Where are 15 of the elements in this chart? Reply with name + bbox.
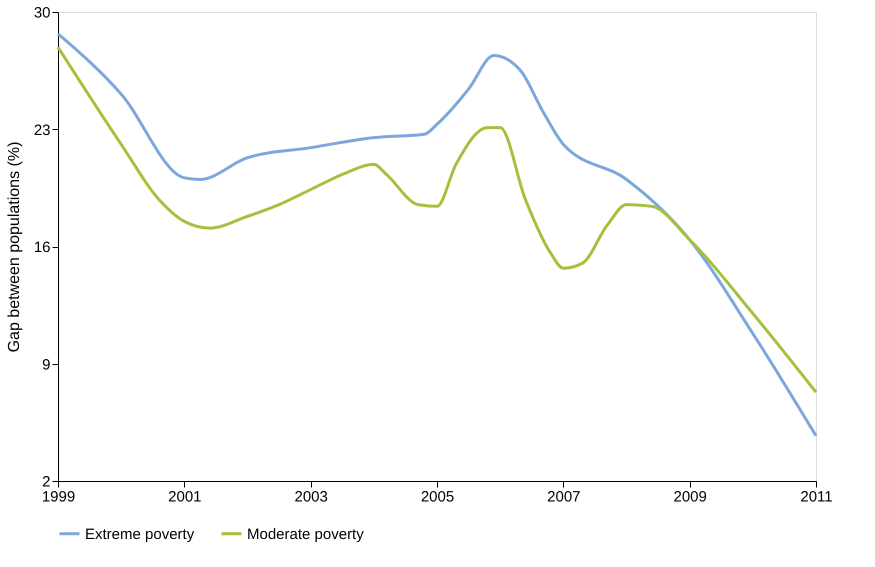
y-tick-label: 2 [42, 474, 50, 490]
x-tick-label: 2003 [294, 488, 328, 506]
x-tick-label: 2005 [420, 488, 454, 506]
x-tick-label: 2009 [673, 488, 707, 506]
y-axis-title: Gap between populations (%) [6, 142, 23, 352]
x-tick-label: 2011 [800, 488, 833, 506]
legend-label: Moderate poverty [247, 526, 364, 543]
y-tick-label: 9 [42, 356, 50, 374]
y-tick-label: 16 [34, 239, 50, 256]
legend-label: Extreme poverty [85, 526, 195, 543]
x-tick-label: 1999 [42, 488, 76, 506]
y-tick-label: 23 [34, 122, 50, 139]
x-tick-label: 2007 [547, 488, 581, 506]
y-tick-label: 30 [34, 4, 50, 22]
x-tick-label: 2001 [168, 488, 202, 506]
